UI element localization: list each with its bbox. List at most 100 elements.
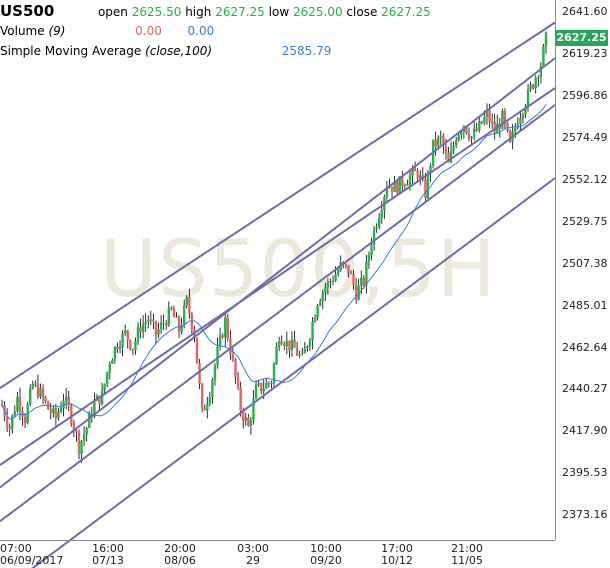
close-label: close xyxy=(346,5,378,19)
y-tick-label: 2462.64 xyxy=(562,340,608,354)
candle-down xyxy=(242,411,245,421)
candle-down xyxy=(395,181,399,193)
candle-up xyxy=(149,319,153,321)
sma-legend[interactable]: Simple Moving Average (close,100) 2585.7… xyxy=(0,44,331,58)
candle-up xyxy=(265,382,268,389)
candle-up xyxy=(372,229,376,245)
volume-label: Volume xyxy=(0,24,45,38)
candle-down xyxy=(8,426,11,429)
candle-up xyxy=(85,427,88,435)
x-tick-time: 10:00 xyxy=(310,542,342,555)
candle-up xyxy=(437,137,440,147)
candle-up xyxy=(380,209,383,219)
candle-up xyxy=(360,278,363,286)
candle-up xyxy=(108,364,111,373)
x-tick-time: 17:00 xyxy=(381,542,413,555)
candle-down xyxy=(447,152,450,163)
candle-up xyxy=(326,281,330,288)
candle-down xyxy=(72,423,76,431)
candle-up xyxy=(318,301,322,306)
candle-down xyxy=(480,121,484,124)
candle-up xyxy=(11,415,14,429)
open-value: 2625.50 xyxy=(131,5,182,19)
candle-up xyxy=(100,390,104,405)
candle-down xyxy=(126,330,129,341)
candle-up xyxy=(141,323,145,332)
candle-up xyxy=(59,408,63,412)
candle-up xyxy=(252,398,255,421)
sma-label: Simple Moving Average xyxy=(0,44,142,58)
candle-down xyxy=(200,383,204,409)
candle-up xyxy=(64,396,68,401)
y-tick-label: 2485.01 xyxy=(562,298,608,312)
candle-down xyxy=(229,338,232,355)
candle-down xyxy=(349,273,353,275)
sma-param: (close,100) xyxy=(145,44,213,58)
candle-down xyxy=(259,382,263,392)
candle-down xyxy=(352,274,355,286)
candle-up xyxy=(365,261,368,286)
y-tick-label: 2552.12 xyxy=(562,172,608,186)
candle-up xyxy=(439,135,442,138)
x-tick-label: 10:00 09/20 xyxy=(296,543,356,567)
candle-down xyxy=(190,313,194,330)
candle-up xyxy=(375,227,378,230)
volume-value-1: 0.00 xyxy=(135,24,162,38)
candle-down xyxy=(198,363,201,384)
candle-up xyxy=(249,420,253,426)
candle-down xyxy=(267,382,271,384)
candle-down xyxy=(362,278,366,286)
candle-up xyxy=(308,340,312,347)
y-tick-label: 2641.60 xyxy=(562,5,608,18)
symbol-name[interactable]: US500 xyxy=(0,2,55,20)
candle-up xyxy=(206,403,209,411)
candle-down xyxy=(488,110,491,123)
x-tick-label: 21:00 11/05 xyxy=(437,543,497,567)
candle-down xyxy=(531,84,535,89)
candle-up xyxy=(257,382,260,385)
volume-legend[interactable]: Volume (9) 0.00 0.00 xyxy=(0,24,214,38)
candle-down xyxy=(508,130,512,142)
candle-down xyxy=(493,121,496,133)
candle-up xyxy=(218,335,222,347)
candle-down xyxy=(23,416,27,423)
candle-down xyxy=(162,322,165,324)
candle-down xyxy=(77,432,81,454)
candle-down xyxy=(139,327,142,332)
candle-up xyxy=(514,127,517,132)
candle-up xyxy=(419,175,422,179)
candle-up xyxy=(324,287,327,293)
candle-up xyxy=(539,65,543,78)
candle-up xyxy=(408,175,412,185)
candle-up xyxy=(167,307,170,326)
candle-up xyxy=(272,363,276,384)
candle-up xyxy=(118,347,122,349)
x-tick-date: 09/20 xyxy=(310,554,342,567)
x-tick-date: 07/13 xyxy=(92,554,124,567)
high-label: high xyxy=(185,5,212,19)
candle-up xyxy=(426,173,430,198)
candle-down xyxy=(295,347,299,356)
candle-up xyxy=(490,121,494,123)
candle-up xyxy=(534,77,537,89)
candle-up xyxy=(121,333,124,348)
candle-up xyxy=(301,353,304,355)
y-tick-label: 2395.53 xyxy=(562,466,608,480)
last-price-tag: 2627.25 xyxy=(555,30,608,46)
candle-down xyxy=(354,285,358,300)
x-tick-time: 03:00 xyxy=(237,542,269,555)
y-tick-label: 2417.90 xyxy=(562,424,608,438)
candle-up xyxy=(62,400,65,409)
candle-down xyxy=(283,344,286,347)
candle-down xyxy=(413,168,417,172)
candle-down xyxy=(172,308,176,318)
candle-up xyxy=(542,45,545,66)
candle-up xyxy=(478,121,481,131)
candle-down xyxy=(195,337,199,364)
candle-up xyxy=(298,354,301,356)
candle-up xyxy=(398,176,401,193)
candle-up xyxy=(521,114,525,118)
candle-up xyxy=(277,341,281,347)
